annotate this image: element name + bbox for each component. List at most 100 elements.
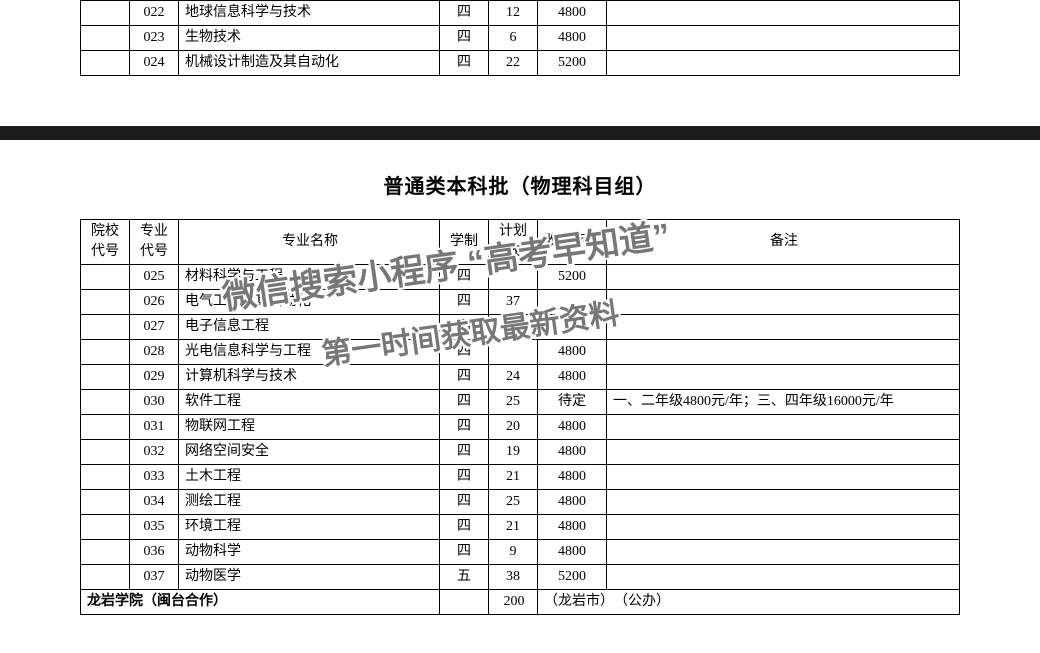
cell-dur: 四 [440, 340, 489, 365]
hdr-plan: 计划数 [489, 220, 538, 265]
cell-note [607, 415, 960, 440]
cell-name: 动物科学 [179, 540, 440, 565]
cell-fee: 待定 [538, 390, 607, 415]
cell-school [81, 390, 130, 415]
cell-school [81, 1, 130, 26]
cell-name: 电子信息工程 [179, 315, 440, 340]
cell-major: 029 [130, 365, 179, 390]
cell-dur: 四 [440, 265, 489, 290]
cell-name: 物联网工程 [179, 415, 440, 440]
cell-note [607, 290, 960, 315]
cell-school [81, 290, 130, 315]
cell-note [607, 26, 960, 51]
cell-major: 023 [130, 26, 179, 51]
cell-fee: 5200 [538, 51, 607, 76]
cell-major: 030 [130, 390, 179, 415]
cell-plan: 21 [489, 465, 538, 490]
cell-name: 地球信息科学与技术 [179, 1, 440, 26]
cell-plan [489, 340, 538, 365]
cell-plan [489, 265, 538, 290]
summary-note: （龙岩市） （公办） [538, 590, 960, 615]
cell-fee: 4800 [538, 26, 607, 51]
cell-plan: 37 [489, 290, 538, 315]
cell-note [607, 565, 960, 590]
hdr-dur: 学制 [440, 220, 489, 265]
cell-major: 037 [130, 565, 179, 590]
cell-note [607, 515, 960, 540]
cell-school [81, 265, 130, 290]
cell-plan: 22 [489, 51, 538, 76]
page-divider [0, 126, 1040, 140]
cell-dur: 五 [440, 565, 489, 590]
cell-name: 软件工程 [179, 390, 440, 415]
main-table: 院校代号 专业代号 专业名称 学制 计划数 收费标准 备注 025材料科学与工程… [80, 219, 960, 615]
cell-dur: 四 [440, 290, 489, 315]
cell-fee: 4800 [538, 340, 607, 365]
table-row: 035环境工程四214800 [81, 515, 960, 540]
cell-dur: 四 [440, 415, 489, 440]
cell-note [607, 315, 960, 340]
cell-dur: 四 [440, 440, 489, 465]
table-row: 030软件工程四25待定一、二年级4800元/年；三、四年级16000元/年 [81, 390, 960, 415]
cell-school [81, 540, 130, 565]
cell-major: 022 [130, 1, 179, 26]
table-row: 029计算机科学与技术四244800 [81, 365, 960, 390]
table-row: 023生物技术四64800 [81, 26, 960, 51]
cell-school [81, 365, 130, 390]
cell-plan: 21 [489, 515, 538, 540]
table-row: 025材料科学与工程四 5200 [81, 265, 960, 290]
cell-plan: 24 [489, 365, 538, 390]
cell-school [81, 51, 130, 76]
cell-dur: 四 [440, 26, 489, 51]
cell-fee [538, 290, 607, 315]
cell-name: 电气工程及其自动化 [179, 290, 440, 315]
summary-row: 龙岩学院（闽台合作） 200 （龙岩市） （公办） [81, 590, 960, 615]
hdr-major: 专业代号 [130, 220, 179, 265]
cell-school [81, 515, 130, 540]
summary-dur [440, 590, 489, 615]
cell-major: 027 [130, 315, 179, 340]
table-row: 028光电信息科学与工程四 4800 [81, 340, 960, 365]
cell-fee: 5200 [538, 265, 607, 290]
cell-name: 土木工程 [179, 465, 440, 490]
table-row: 022地球信息科学与技术四124800 [81, 1, 960, 26]
cell-plan: 20 [489, 415, 538, 440]
cell-plan: 19 [489, 440, 538, 465]
hdr-name: 专业名称 [179, 220, 440, 265]
cell-name: 网络空间安全 [179, 440, 440, 465]
cell-plan: 25 [489, 490, 538, 515]
table-row: 036动物科学四94800 [81, 540, 960, 565]
cell-school [81, 315, 130, 340]
cell-fee: 4800 [538, 540, 607, 565]
cell-name: 环境工程 [179, 515, 440, 540]
cell-name: 材料科学与工程 [179, 265, 440, 290]
top-fragment-table: 022地球信息科学与技术四124800023生物技术四64800024机械设计制… [80, 0, 960, 76]
cell-major: 035 [130, 515, 179, 540]
hdr-fee: 收费标准 [538, 220, 607, 265]
cell-school [81, 340, 130, 365]
cell-major: 028 [130, 340, 179, 365]
cell-major: 025 [130, 265, 179, 290]
cell-fee: 4800 [538, 365, 607, 390]
cell-fee: 4800 [538, 490, 607, 515]
table-row: 037动物医学五385200 [81, 565, 960, 590]
cell-plan: 12 [489, 1, 538, 26]
cell-dur: 四 [440, 465, 489, 490]
cell-fee: 5200 [538, 565, 607, 590]
cell-name: 光电信息科学与工程 [179, 340, 440, 365]
cell-fee: 4800 [538, 515, 607, 540]
cell-dur: 四 [440, 1, 489, 26]
cell-fee [538, 315, 607, 340]
cell-fee: 4800 [538, 440, 607, 465]
cell-plan: 25 [489, 390, 538, 415]
cell-note [607, 365, 960, 390]
cell-note [607, 1, 960, 26]
cell-major: 024 [130, 51, 179, 76]
cell-note: 一、二年级4800元/年；三、四年级16000元/年 [607, 390, 960, 415]
cell-major: 031 [130, 415, 179, 440]
cell-note [607, 465, 960, 490]
cell-dur: 四 [440, 51, 489, 76]
cell-dur: 四 [440, 365, 489, 390]
table-row: 033土木工程四214800 [81, 465, 960, 490]
table-row: 027电子信息工程四 [81, 315, 960, 340]
